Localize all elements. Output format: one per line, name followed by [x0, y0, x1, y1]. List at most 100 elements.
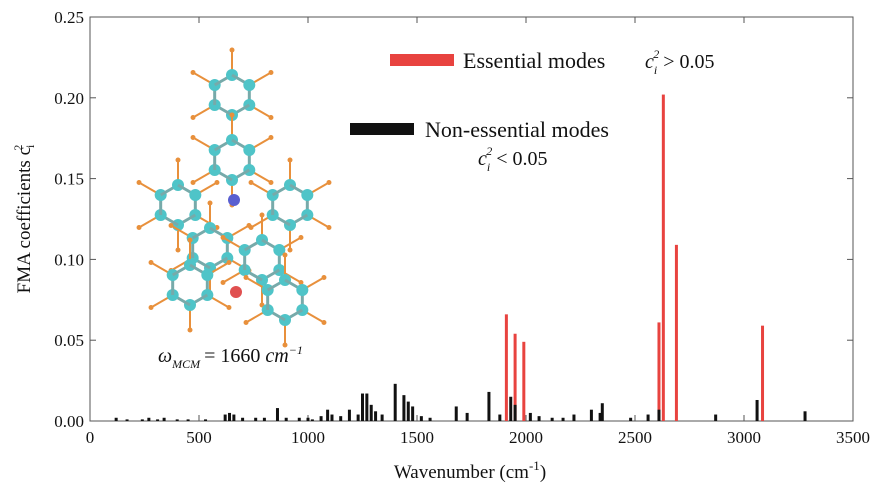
x-tick-label: 2000 [509, 428, 543, 447]
x-tick-label: 0 [86, 428, 95, 447]
bar [657, 322, 660, 421]
bar [263, 418, 266, 421]
bar [241, 418, 244, 421]
arrow-head [326, 225, 331, 230]
arrow-head [137, 225, 142, 230]
bar [204, 419, 207, 421]
bar [163, 418, 166, 421]
formula-sub: i [487, 160, 490, 174]
bar [487, 392, 490, 421]
bar [675, 245, 678, 421]
bar [714, 415, 717, 421]
atom [296, 284, 308, 296]
bar [228, 413, 231, 421]
arrow-head [176, 248, 181, 253]
arrow-head [226, 305, 231, 310]
formula-sup: 2 [486, 144, 492, 158]
bar [572, 415, 575, 421]
bar [498, 415, 501, 421]
arrow-head [244, 320, 249, 325]
bar [147, 418, 150, 421]
arrow-head [191, 135, 196, 140]
y-tick-label: 0.10 [54, 250, 84, 269]
legend-formula: ci2> 0.05 [645, 47, 715, 77]
bar [156, 419, 159, 421]
x-tick-label: 2500 [618, 428, 652, 447]
bar [761, 326, 764, 421]
bar [529, 413, 532, 421]
arrow-head [288, 248, 293, 253]
arrow-head [149, 260, 154, 265]
bar [509, 397, 512, 421]
formula-sup: 2 [653, 47, 659, 61]
y-tick-label: 0.15 [54, 170, 84, 189]
bar [311, 419, 314, 421]
bar [276, 408, 279, 421]
arrow-head [321, 320, 326, 325]
arrow-head [268, 135, 273, 140]
bar [601, 403, 604, 421]
bar [551, 418, 554, 421]
atom-n [228, 194, 240, 206]
bar [804, 411, 807, 421]
bar [402, 395, 405, 421]
bar [657, 410, 660, 421]
arrow-head [208, 201, 213, 206]
bar [374, 411, 377, 421]
x-axis-label: Wavenumber (cm-1) [394, 458, 546, 483]
arrow-head [191, 115, 196, 120]
arrow-head [169, 223, 174, 228]
bar [320, 416, 323, 421]
atom [189, 189, 201, 201]
bar [562, 418, 565, 421]
y-tick-label: 0.00 [54, 412, 84, 431]
arrow-head [221, 235, 226, 240]
bar [232, 415, 235, 421]
legend-formula: ci2< 0.05 [478, 144, 548, 174]
bar [394, 384, 397, 421]
arrow-head [191, 180, 196, 185]
y-axis-label: FMA coefficients ci2 [11, 144, 37, 293]
atom-o [230, 286, 242, 298]
bar [141, 419, 144, 421]
arrow-head [260, 213, 265, 218]
arrow-head [298, 235, 303, 240]
atom [201, 269, 213, 281]
bar [285, 418, 288, 421]
bar [339, 416, 342, 421]
bar [348, 410, 351, 421]
arrow-head [268, 180, 273, 185]
bar [647, 415, 650, 421]
bar [365, 394, 368, 421]
bar [307, 418, 310, 421]
legend-label: Non-essential modes [425, 117, 609, 142]
bar [420, 416, 423, 421]
formula-rel: > 0.05 [663, 51, 714, 73]
arrow-head [176, 158, 181, 163]
legend-swatch [350, 123, 414, 135]
x-tick-label: 3000 [727, 428, 761, 447]
formula-sub: i [654, 63, 657, 77]
chart: Wavenumber (cm-1) FMA coefficients ci2 ω… [0, 0, 881, 485]
bar [522, 342, 525, 421]
arrow-head [230, 48, 235, 53]
bar [514, 405, 517, 421]
molecule-inset [137, 48, 332, 348]
formula-rel: < 0.05 [496, 148, 547, 170]
arrow-head [226, 260, 231, 265]
bar [176, 419, 179, 421]
bar [357, 415, 360, 421]
arrow-head [249, 180, 254, 185]
bar [407, 402, 410, 421]
y-tick-label: 0.05 [54, 331, 84, 350]
x-tick-label: 1500 [400, 428, 434, 447]
legend-swatch [390, 54, 454, 66]
bar [505, 314, 508, 421]
arrow-head [326, 180, 331, 185]
bar [361, 394, 364, 421]
arrow-head [188, 328, 193, 333]
bar [187, 419, 190, 421]
arrow-head [191, 70, 196, 75]
arrow-head [137, 180, 142, 185]
